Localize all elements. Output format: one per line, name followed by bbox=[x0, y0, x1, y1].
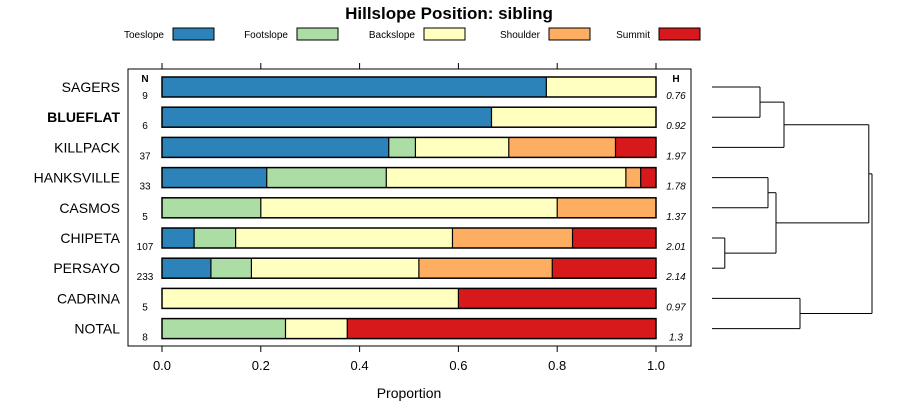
bar-blueflat-toeslope bbox=[162, 107, 492, 128]
legend-label-summit: Summit bbox=[616, 30, 650, 41]
bar-outline-casmos bbox=[161, 197, 657, 219]
row-label-cadrina: CADRINA bbox=[57, 290, 121, 306]
n-header: N bbox=[141, 74, 148, 85]
bar-persayo-toeslope bbox=[162, 258, 211, 279]
dendrogram bbox=[712, 86, 873, 330]
bar-outline-hanksville bbox=[161, 166, 657, 189]
bar-hanksville-shoulder bbox=[625, 167, 641, 188]
bar-outline-sagers bbox=[161, 76, 657, 98]
bar-chipeta-backslope bbox=[235, 228, 453, 248]
bar-outline-notal bbox=[161, 317, 657, 340]
x-tick-label: 0.8 bbox=[548, 358, 566, 373]
bar-sagers-toeslope bbox=[162, 77, 547, 97]
legend-label-toeslope: Toeslope bbox=[124, 30, 164, 41]
x-tick-label: 0.2 bbox=[252, 358, 270, 373]
bar-chipeta-toeslope bbox=[162, 228, 195, 248]
bar-killpack-shoulder bbox=[508, 137, 616, 158]
h-value-casmos: 1.37 bbox=[666, 212, 686, 223]
bar-outline-chipeta bbox=[161, 227, 657, 249]
row-label-casmos: CASMOS bbox=[59, 200, 120, 216]
n-value-casmos: 5 bbox=[142, 212, 148, 223]
row-label-chipeta: CHIPETA bbox=[60, 230, 120, 246]
bar-outline-killpack bbox=[161, 136, 657, 159]
row-label-persayo: PERSAYO bbox=[53, 260, 120, 276]
row-label-killpack: KILLPACK bbox=[54, 139, 121, 155]
h-value-cadrina: 0.97 bbox=[666, 302, 686, 313]
n-value-notal: 8 bbox=[142, 333, 148, 344]
h-value-blueflat: 0.92 bbox=[666, 121, 686, 132]
legend: Toeslope Footslope Backslope Shoulder Summit bbox=[124, 27, 701, 41]
row-label-hanksville: HANKSVILLE bbox=[34, 170, 120, 186]
row-label-sagers: SAGERS bbox=[62, 79, 120, 95]
legend-label-shoulder: Shoulder bbox=[500, 30, 541, 41]
x-axis: 0.0 0.2 0.4 0.6 0.8 1.0 bbox=[153, 63, 665, 373]
bar-chipeta-footslope bbox=[194, 228, 236, 248]
n-value-persayo: 233 bbox=[137, 272, 154, 283]
h-value-persayo: 2.14 bbox=[665, 272, 686, 283]
row-label-blueflat: BLUEFLAT bbox=[47, 109, 120, 125]
bar-killpack-backslope bbox=[415, 137, 509, 158]
h-header: H bbox=[672, 74, 679, 85]
bar-casmos-backslope bbox=[260, 197, 558, 218]
chart-title: Hillslope Position: sibling bbox=[345, 4, 553, 23]
bar-chipeta-shoulder bbox=[452, 228, 573, 248]
bar-killpack-toeslope bbox=[162, 137, 389, 158]
n-value-sagers: 9 bbox=[142, 91, 148, 102]
bar-outline-cadrina bbox=[161, 287, 657, 310]
bar-killpack-summit bbox=[615, 137, 656, 158]
bar-notal-summit bbox=[347, 318, 656, 339]
x-axis-title: Proportion bbox=[377, 385, 442, 401]
legend-swatch-footslope bbox=[296, 27, 339, 41]
bar-hanksville-toeslope bbox=[162, 167, 267, 188]
n-value-chipeta: 107 bbox=[137, 242, 154, 253]
bar-notal-footslope bbox=[162, 318, 286, 339]
legend-swatch-shoulder bbox=[548, 27, 591, 41]
bar-casmos-footslope bbox=[162, 197, 261, 218]
n-value-killpack: 37 bbox=[139, 151, 151, 162]
h-value-chipeta: 2.01 bbox=[665, 242, 685, 253]
bar-hanksville-summit bbox=[640, 167, 656, 188]
bar-hanksville-backslope bbox=[386, 167, 626, 188]
x-tick-label: 0.6 bbox=[449, 358, 467, 373]
bar-persayo-backslope bbox=[251, 258, 419, 279]
legend-label-footslope: Footslope bbox=[244, 30, 288, 41]
x-tick-label: 0.0 bbox=[153, 358, 171, 373]
bar-chipeta-summit bbox=[572, 228, 656, 248]
bar-outline-persayo bbox=[161, 257, 657, 279]
bar-cadrina-summit bbox=[458, 288, 656, 309]
bar-casmos-shoulder bbox=[557, 197, 656, 218]
bar-persayo-shoulder bbox=[418, 258, 553, 279]
bar-blueflat-backslope bbox=[491, 107, 656, 128]
bar-persayo-footslope bbox=[210, 258, 252, 279]
bar-sagers-backslope bbox=[546, 77, 656, 97]
legend-swatch-toeslope bbox=[172, 27, 215, 41]
row-label-notal: NOTAL bbox=[74, 321, 120, 337]
legend-swatch-backslope bbox=[423, 27, 466, 41]
bar-persayo-summit bbox=[552, 258, 656, 279]
h-value-killpack: 1.97 bbox=[666, 151, 686, 162]
x-tick-label: 0.4 bbox=[351, 358, 369, 373]
bar-outline-blueflat bbox=[161, 106, 657, 128]
h-value-notal: 1.3 bbox=[669, 333, 683, 344]
legend-swatch-summit bbox=[658, 27, 701, 41]
legend-label-backslope: Backslope bbox=[369, 30, 416, 41]
n-value-blueflat: 6 bbox=[142, 121, 148, 132]
bar-cadrina-backslope bbox=[162, 288, 459, 309]
bar-notal-backslope bbox=[285, 318, 348, 339]
bar-rows: SAGERS 9 0.76 BLUEFLAT 6 0.92 KILLPACK 37 1.97 HA… bbox=[34, 76, 686, 344]
plot-panel bbox=[127, 68, 692, 347]
n-value-hanksville: 33 bbox=[139, 182, 151, 193]
panel-border bbox=[127, 68, 692, 347]
h-value-hanksville: 1.78 bbox=[666, 182, 686, 193]
h-value-sagers: 0.76 bbox=[666, 91, 686, 102]
x-tick-label: 1.0 bbox=[647, 358, 665, 373]
bar-hanksville-footslope bbox=[266, 167, 387, 188]
n-value-cadrina: 5 bbox=[142, 302, 148, 313]
bar-killpack-footslope bbox=[388, 137, 416, 158]
